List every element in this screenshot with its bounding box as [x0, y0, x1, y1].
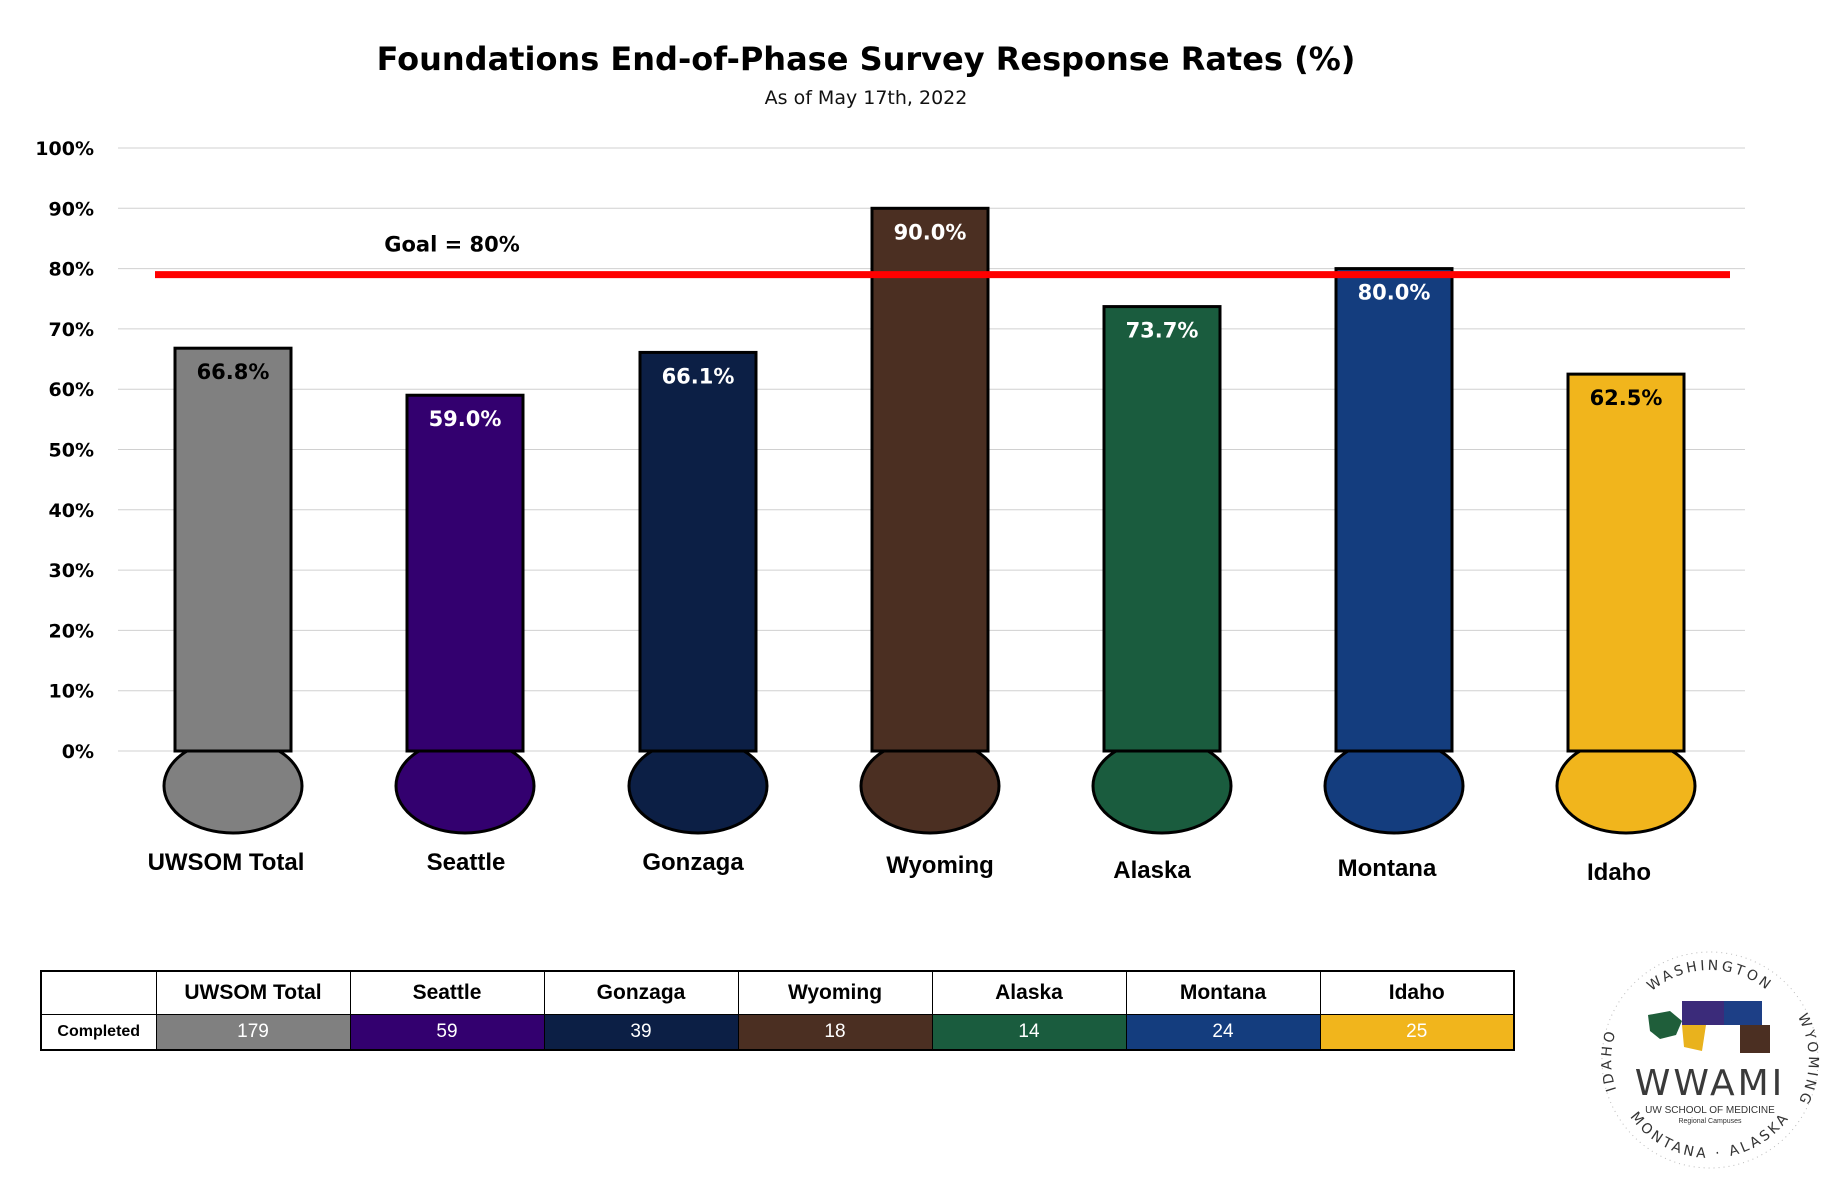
bars — [162, 206, 1697, 835]
data-labels: 66.8% 59.0% 66.1% 90.0% 73.7% 80.0% 62.5% — [197, 220, 1663, 431]
data-label: 66.8% — [197, 360, 270, 384]
category-labels: UWSOM Total Seattle Gonzaga Wyoming Alaska Mo… — [148, 849, 1651, 886]
table-corner-cell — [40, 970, 157, 1015]
category-label: Idaho — [1587, 859, 1651, 886]
logo-subtitle: UW SCHOOL OF MEDICINE — [1645, 1105, 1775, 1116]
category-label: Alaska — [1113, 857, 1191, 884]
y-tick-label: 40% — [49, 500, 94, 522]
bar-bulb — [1323, 737, 1465, 835]
table-cell: 24 — [1125, 1014, 1321, 1051]
table-header: Alaska — [931, 970, 1127, 1015]
y-tick-label: 0% — [62, 741, 94, 763]
chart: Foundations End-of-Phase Survey Response… — [35, 40, 1745, 886]
table-cell: 18 — [737, 1014, 933, 1051]
table-header: Gonzaga — [543, 970, 739, 1015]
bar — [870, 206, 990, 753]
y-tick-label: 70% — [49, 319, 94, 341]
completed-table: UWSOM Total Seattle Gonzaga Wyoming Alas… — [40, 970, 1515, 1051]
table-cell: 39 — [543, 1014, 739, 1051]
bar-bulb — [394, 737, 536, 835]
table-cell: 25 — [1319, 1014, 1515, 1051]
data-label: 80.0% — [1358, 281, 1431, 305]
bar-bulb — [162, 737, 304, 835]
y-tick-label: 10% — [49, 681, 94, 703]
category-label: Montana — [1338, 855, 1437, 882]
bar — [1566, 372, 1686, 753]
logo-ring — [1601, 951, 1819, 1169]
bar-bulb — [627, 737, 769, 835]
goal-line-group: Goal = 80% — [155, 233, 1730, 279]
table-header-row: UWSOM Total Seattle Gonzaga Wyoming Alas… — [40, 970, 1515, 1015]
bar-bulb — [859, 737, 1001, 835]
logo-ring-left: IDAHO — [1599, 1027, 1620, 1094]
y-tick-label: 30% — [49, 560, 94, 582]
table-row: Completed 179 59 39 18 14 24 25 — [40, 1014, 1515, 1051]
bar — [638, 350, 758, 753]
table-header: UWSOM Total — [155, 970, 351, 1015]
table-cell: 59 — [349, 1014, 545, 1051]
data-label: 59.0% — [429, 407, 502, 431]
bar — [405, 393, 525, 753]
chart-subtitle: As of May 17th, 2022 — [765, 87, 968, 109]
wwami-logo: WASHINGTON WYOMING IDAHO MONTANA · ALASK… — [1599, 951, 1819, 1169]
category-label: Seattle — [427, 849, 506, 876]
table-header: Wyoming — [737, 970, 933, 1015]
bar-bulb — [1091, 737, 1233, 835]
bar — [173, 346, 293, 753]
table-header: Seattle — [349, 970, 545, 1015]
logo-subtitle-2: Regional Campuses — [1678, 1118, 1742, 1125]
logo-title: WWAMI — [1635, 1063, 1786, 1104]
table-cell: 179 — [155, 1014, 351, 1051]
category-label: Gonzaga — [642, 849, 744, 876]
y-axis-ticks: 0% 10% 20% 30% 40% 50% 60% 70% 80% 90% 100% — [35, 138, 94, 763]
data-label: 90.0% — [894, 220, 967, 244]
data-label: 62.5% — [1590, 386, 1663, 410]
region-map-icon — [1648, 1001, 1770, 1053]
goal-label: Goal = 80% — [384, 233, 520, 257]
category-label: UWSOM Total — [148, 849, 305, 876]
data-label: 73.7% — [1126, 319, 1199, 343]
y-tick-label: 90% — [49, 198, 94, 220]
y-tick-label: 20% — [49, 620, 94, 642]
bar — [1102, 305, 1222, 753]
y-tick-label: 80% — [49, 259, 94, 281]
table-header: Idaho — [1319, 970, 1515, 1015]
table-cell: 14 — [931, 1014, 1127, 1051]
y-tick-label: 100% — [35, 138, 94, 160]
table-header: Montana — [1125, 970, 1321, 1015]
bar-bulb — [1555, 737, 1697, 835]
data-label: 66.1% — [662, 364, 735, 388]
category-label: Wyoming — [886, 852, 994, 879]
y-tick-label: 60% — [49, 379, 94, 401]
bar — [1334, 267, 1454, 753]
y-tick-label: 50% — [49, 440, 94, 462]
table-row-label: Completed — [40, 1014, 157, 1051]
chart-title: Foundations End-of-Phase Survey Response… — [377, 40, 1356, 78]
